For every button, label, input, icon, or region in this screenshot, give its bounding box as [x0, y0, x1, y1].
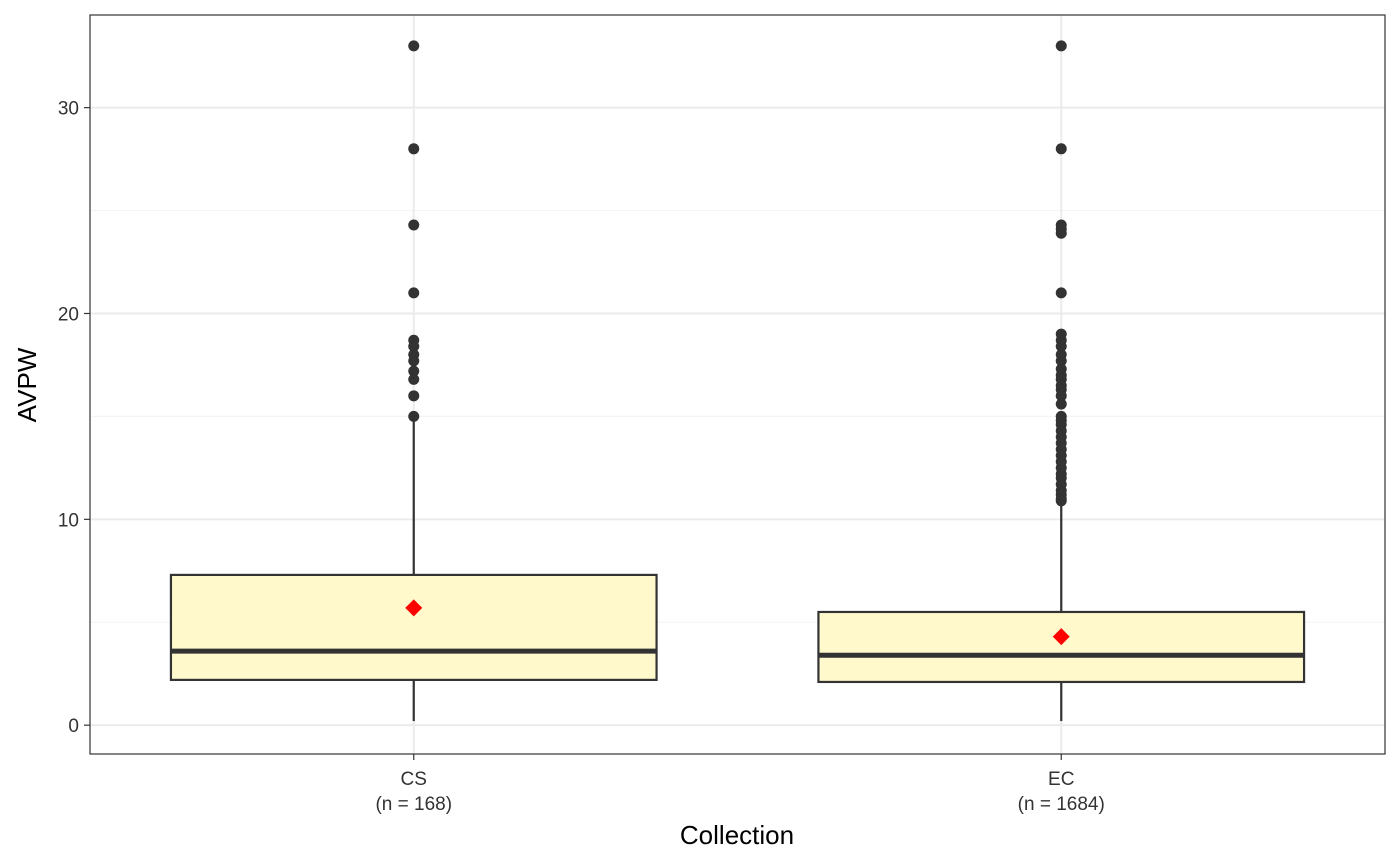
mean-marker — [405, 599, 423, 617]
outlier-point — [408, 219, 420, 231]
outlier-point — [1055, 40, 1067, 52]
y-axis: 0 10 20 30 — [58, 99, 90, 737]
outlier-point — [1055, 227, 1067, 239]
y-tick-label: 30 — [58, 99, 79, 120]
y-axis-title: AVPW — [12, 347, 42, 422]
outlier-point — [408, 287, 420, 299]
outlier-point — [1055, 340, 1067, 352]
panel-border — [89, 14, 1386, 755]
box-cs — [169, 40, 658, 722]
x-tick-sample-size: (n = 1684) — [1018, 794, 1105, 815]
outlier-point — [1055, 398, 1067, 410]
y-tick-label: 10 — [58, 510, 79, 531]
box-ec — [817, 40, 1306, 722]
y-tick-label: 20 — [58, 304, 79, 325]
x-axis: CS (n = 168) EC (n = 1684) — [375, 754, 1105, 815]
x-tick-sample-size: (n = 168) — [375, 794, 452, 815]
outlier-point — [408, 40, 420, 52]
outlier-point — [408, 340, 420, 352]
box-body — [817, 610, 1306, 684]
outlier-point — [1055, 355, 1067, 367]
outlier-point — [1055, 495, 1067, 507]
outlier-point — [1055, 143, 1067, 155]
outlier-point — [408, 410, 420, 422]
outlier-point — [408, 373, 420, 385]
box-body — [169, 573, 658, 681]
box-group — [169, 40, 1306, 722]
x-tick-label: EC — [1048, 769, 1074, 790]
outlier-point — [408, 365, 420, 377]
x-axis-title: Collection — [680, 820, 794, 850]
outlier-point — [1055, 390, 1067, 402]
x-tick-label: CS — [401, 769, 427, 790]
outlier-point — [408, 143, 420, 155]
y-tick-label: 0 — [68, 716, 79, 737]
outlier-point — [408, 390, 420, 402]
mean-marker — [1052, 628, 1070, 646]
outlier-point — [1055, 287, 1067, 299]
outlier-point — [408, 355, 420, 367]
